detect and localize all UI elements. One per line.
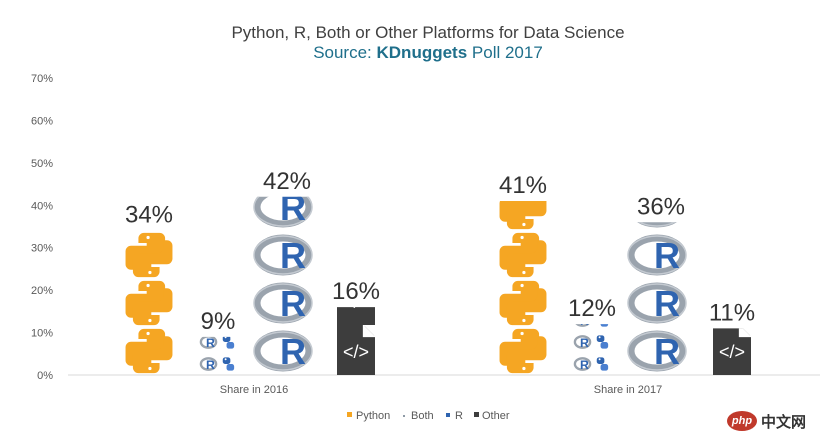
svg-text:R: R [280, 283, 306, 324]
bar-python-2 [499, 201, 547, 374]
legend-label-other: Other [482, 410, 510, 422]
y-tick-label: 60% [31, 115, 53, 127]
data-label: 12% [568, 295, 616, 322]
watermark-logo: php 中文网 [727, 407, 819, 435]
chart-subtitle: Source: KDnuggets Poll 2017 [313, 43, 543, 62]
y-axis: 0% 10% 20% 30% 40% 50% 60% 70% [31, 73, 53, 382]
legend: Python Both R Other [347, 410, 510, 422]
data-label: 41% [499, 172, 547, 199]
legend-swatch-both [403, 415, 405, 417]
bar-both-2: RRR [573, 314, 609, 372]
watermark-badge: php [727, 411, 757, 431]
subtitle-brand: KDnuggets [377, 43, 468, 62]
data-label: 42% [263, 168, 311, 195]
bars-group: 34%RRR9%RRRRR42%</></>16%41%RRR12%RRRR36… [125, 168, 755, 375]
svg-text:</>: </> [719, 342, 745, 362]
legend-swatch-other [474, 412, 479, 417]
svg-text:R: R [654, 187, 680, 228]
legend-label-r: R [455, 410, 463, 422]
y-tick-label: 0% [37, 370, 53, 382]
svg-text:R: R [654, 235, 680, 276]
legend-swatch-r [446, 413, 450, 417]
svg-text:R: R [206, 336, 215, 350]
y-tick-label: 40% [31, 200, 53, 212]
data-label: 36% [637, 193, 685, 220]
data-label: 34% [125, 202, 173, 229]
svg-text:R: R [654, 283, 680, 324]
svg-text:R: R [280, 235, 306, 276]
y-tick-label: 70% [31, 73, 53, 85]
x-axis-labels: Share in 2016 Share in 2017 [220, 384, 663, 396]
watermark-text: 中文网 [761, 413, 807, 431]
bar-both-1: RRR [199, 336, 235, 372]
y-tick-label: 20% [31, 285, 53, 297]
y-tick-label: 30% [31, 243, 53, 255]
x-tick-label: Share in 2017 [594, 384, 663, 396]
subtitle-suffix: Poll 2017 [467, 43, 543, 62]
y-tick-label: 50% [31, 158, 53, 170]
subtitle-prefix: Source: [313, 43, 376, 62]
legend-label-python: Python [356, 410, 390, 422]
legend-label-both: Both [411, 410, 434, 422]
data-label: 9% [201, 308, 236, 335]
data-label: 16% [332, 278, 380, 305]
y-tick-label: 10% [31, 328, 53, 340]
svg-text:R: R [206, 358, 215, 372]
bar-python-1 [125, 232, 173, 374]
svg-text:R: R [280, 187, 306, 228]
svg-text:R: R [654, 331, 680, 372]
svg-text:</>: </> [343, 292, 369, 312]
svg-text:R: R [580, 336, 589, 350]
x-tick-label: Share in 2016 [220, 384, 289, 396]
svg-text:</>: </> [343, 342, 369, 362]
legend-swatch-python [347, 412, 352, 417]
svg-text:R: R [580, 314, 589, 328]
data-label: 11% [709, 299, 755, 326]
svg-text:R: R [280, 331, 306, 372]
bar-other-2: </></> [713, 328, 751, 375]
bar-other-1: </> </> [337, 292, 375, 375]
chart-title: Python, R, Both or Other Platforms for D… [231, 23, 624, 42]
svg-text:R: R [580, 358, 589, 372]
